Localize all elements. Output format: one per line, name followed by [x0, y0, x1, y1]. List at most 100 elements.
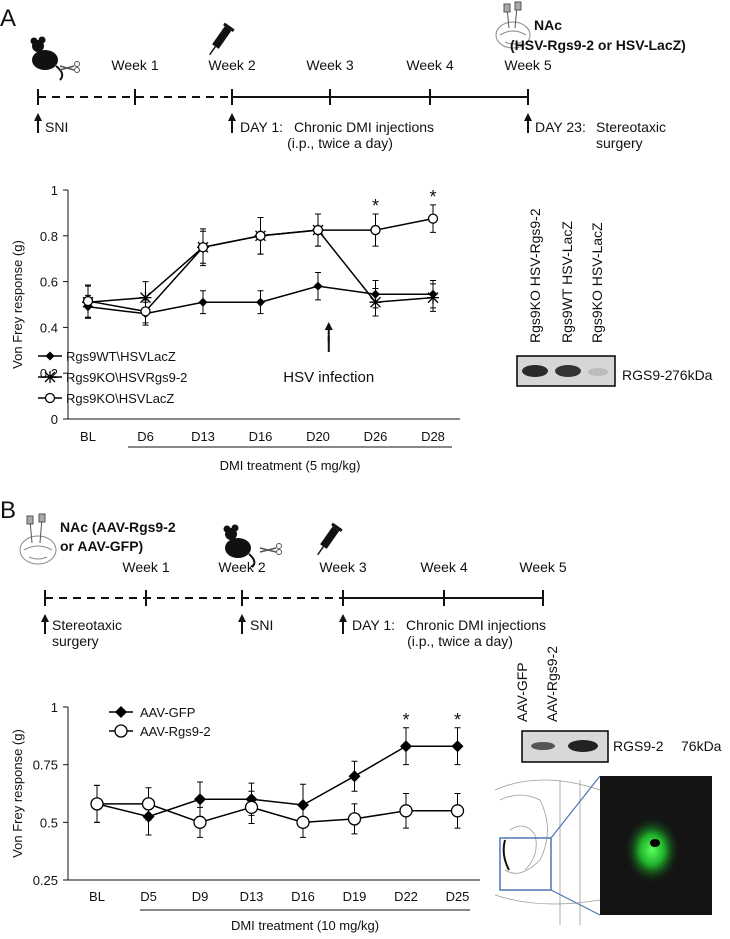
week-label: Week 2 [208, 57, 255, 73]
x-axis-label: DMI treatment (5 mg/kg) [220, 458, 361, 473]
event-label: Stereotaxic [52, 617, 122, 633]
y-tick-label: 0.75 [33, 758, 58, 773]
legend-label: Rgs9KO\HSVLacZ [66, 391, 174, 406]
y-tick-label: 0.8 [40, 229, 58, 244]
x-tick-label: D22 [394, 889, 418, 904]
brain-atlas [494, 775, 601, 925]
data-point [255, 230, 266, 241]
series-line [97, 803, 458, 824]
lane-label: AAV-GFP [514, 662, 530, 722]
legend-marker [115, 706, 127, 718]
week-label: Week 4 [420, 559, 467, 575]
y-tick-label: 0 [51, 412, 58, 427]
x-tick-label: D9 [192, 889, 209, 904]
target-label: NAc (AAV-Rgs9-2 [60, 519, 176, 535]
x-tick-label: D28 [421, 429, 445, 444]
event-label: DAY 1: [240, 119, 283, 135]
mouse-icon [223, 524, 282, 568]
data-point [139, 291, 152, 304]
significance-mark: * [454, 710, 461, 730]
event-label: surgery [596, 135, 643, 151]
data-point [197, 242, 209, 253]
x-tick-label: D16 [291, 889, 315, 904]
event-label: (i.p., twice a day) [407, 633, 513, 649]
protein-label: RGS9-2 [613, 738, 664, 754]
x-tick-label: D26 [364, 429, 388, 444]
event-label: Chronic DMI injections [406, 617, 546, 633]
data-point [90, 797, 104, 811]
event-label: SNI [45, 119, 68, 135]
x-tick-label: D25 [446, 889, 470, 904]
x-axis-label: DMI treatment (10 mg/kg) [231, 918, 379, 933]
arrow-head [228, 113, 236, 121]
week-label: Week 1 [111, 57, 158, 73]
target-label: or AAV-GFP) [60, 538, 143, 554]
data-point [296, 815, 310, 829]
size-label: 76kDa [672, 367, 713, 383]
data-point [140, 306, 151, 317]
x-tick-label: D5 [140, 889, 157, 904]
y-tick-label: 1 [51, 183, 58, 198]
arrow-head [34, 113, 42, 121]
data-point [256, 297, 265, 307]
x-tick-label: D16 [249, 429, 273, 444]
event-label: DAY 1: [352, 617, 395, 633]
arrow-head [41, 614, 49, 622]
legend-label: Rgs9KO\HSVRgs9-2 [66, 370, 187, 385]
legend-label: Rgs9WT\HSVLacZ [66, 349, 176, 364]
arrow-head [524, 113, 532, 121]
x-tick-label: D13 [240, 889, 264, 904]
y-tick-label: 0.5 [40, 815, 58, 830]
event-label: Chronic DMI injections [294, 119, 434, 135]
x-tick-label: D20 [306, 429, 330, 444]
legend-marker [45, 351, 55, 361]
brain-icon [19, 513, 57, 565]
x-tick-label: D19 [343, 889, 367, 904]
data-point [347, 812, 362, 826]
y-tick-label: 1 [51, 700, 58, 715]
syringe-icon [209, 22, 235, 56]
week-label: Week 2 [218, 559, 265, 575]
data-point [193, 815, 207, 829]
data-point [450, 804, 465, 818]
panel-letter: B [0, 497, 16, 524]
significance-mark: * [372, 196, 379, 216]
lane-label: Rgs9WT HSV-LacZ [559, 221, 575, 343]
legend-marker [114, 724, 128, 738]
panel-letter: A [0, 5, 16, 32]
week-label: Week 4 [406, 57, 453, 73]
event-label: surgery [52, 633, 99, 649]
lane-label: Rgs9KO HSV-Rgs9-2 [527, 208, 543, 343]
brain-icon [495, 1, 531, 49]
event-label: DAY 23: [535, 119, 586, 135]
data-point [312, 224, 324, 236]
western-blot [516, 355, 616, 387]
x-tick-label: D6 [137, 429, 154, 444]
data-point [297, 799, 309, 812]
size-label: 76kDa [681, 738, 722, 754]
protein-label: RGS9-2 [622, 367, 673, 383]
data-point [427, 291, 439, 304]
data-point [194, 793, 206, 806]
significance-mark: * [402, 710, 409, 730]
legend-marker [44, 392, 56, 404]
arrow-head [339, 614, 347, 622]
event-label: (i.p., twice a day) [287, 135, 393, 151]
data-point [427, 213, 439, 224]
event-label: SNI [250, 617, 273, 633]
data-point [141, 797, 156, 811]
data-point [451, 740, 464, 753]
week-label: Week 3 [306, 57, 353, 73]
event-label: Stereotaxic [596, 119, 666, 135]
lane-label: Rgs9KO HSV-LacZ [589, 222, 605, 343]
lane-label: AAV-Rgs9-2 [544, 646, 560, 722]
y-tick-label: 0.25 [33, 873, 58, 888]
week-label: Week 5 [504, 57, 551, 73]
mouse-icon [30, 36, 80, 81]
y-tick-label: 0.6 [40, 275, 58, 290]
series-line [96, 745, 458, 818]
arrow-head [324, 322, 333, 330]
data-point [82, 295, 94, 307]
week-label: Week 3 [319, 559, 366, 575]
x-tick-label: BL [89, 889, 105, 904]
